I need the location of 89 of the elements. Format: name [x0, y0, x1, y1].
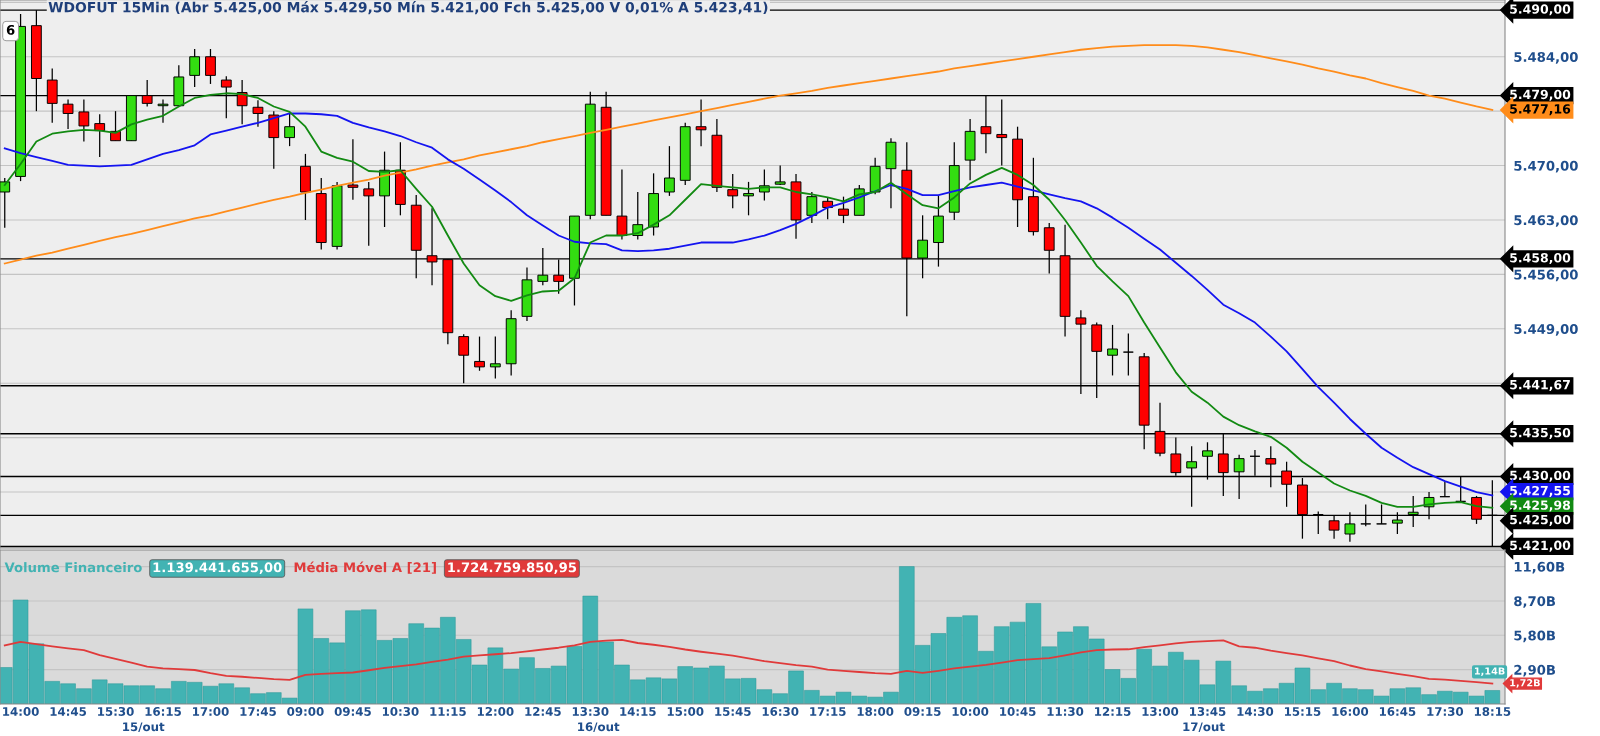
candlestick [284, 112, 295, 147]
line-series [3, 44, 1494, 265]
y-tick-label: 5.463,00 [1514, 215, 1578, 227]
x-tick-label: 15:30 [98, 706, 134, 716]
candlestick [838, 196, 849, 224]
x-tick-label: 14:45 [50, 707, 87, 716]
x-tick-label: 16:15 [145, 707, 181, 716]
x-tick-label: 12:45 [525, 706, 561, 716]
candlestick [62, 98, 74, 130]
candlestick [1439, 481, 1451, 498]
x-tick-label: 15:00 [667, 706, 704, 716]
candlestick [205, 48, 216, 85]
candlestick [806, 191, 818, 224]
candlestick [996, 98, 1008, 167]
chart-title: WDOFUT 15Min (Abr 5.425,00 Máx 5.429,50 Mín 5.421,00 Fch 5.425,00 V 0,01% A 5.423,41) [48, 1, 768, 15]
candlestick [616, 168, 628, 241]
x-tick-label: 18:00 [857, 706, 894, 716]
candlestick [1122, 332, 1134, 377]
data-label: 1,72B [1510, 679, 1540, 688]
candlestick [78, 98, 90, 143]
y-tick-label: 5.449,00 [1514, 324, 1578, 336]
ref-line-label: 5.435,50 [1510, 427, 1571, 439]
text: 16/out [578, 722, 620, 733]
x-tick-label: 15:45 [715, 707, 751, 716]
candlestick [268, 110, 280, 170]
ref-line-label: 5.425,00 [1510, 514, 1571, 526]
x-tick-label: 16:45 [1379, 707, 1416, 716]
x-tick-label: 10:00 [952, 706, 989, 716]
candlestick [743, 181, 754, 216]
candlestick [363, 181, 375, 247]
candlestick [664, 145, 675, 197]
candlestick [347, 138, 359, 201]
x-tick-label: 12:00 [477, 706, 514, 716]
candlestick [189, 48, 201, 88]
x-tick-label: 14:15 [620, 707, 656, 716]
text: Média Móvel A [21] [294, 561, 436, 574]
candlestick [458, 333, 470, 384]
x-tick-label: 09:45 [334, 706, 371, 716]
x-tick-label: 17:45 [240, 707, 276, 716]
y-tick-label: 2,90B [1514, 664, 1556, 677]
text: 17/out [1183, 722, 1225, 733]
x-tick-label: 17:00 [193, 706, 229, 716]
ref-line-label: 5.458,00 [1510, 253, 1571, 265]
candlestick [1107, 324, 1118, 377]
x-tick-label: 15:15 [1284, 707, 1321, 716]
annotation: 1.139.441.655,00 [153, 562, 282, 574]
x-tick-label: 10:45 [1000, 706, 1036, 716]
x-tick-label: 18:15 [1474, 706, 1511, 716]
x-tick-label: 12:15 [1095, 706, 1131, 716]
y-tick-label: 5.484,00 [1514, 51, 1578, 64]
candlestick [474, 335, 485, 372]
data-label: 5.425,98 [1510, 500, 1571, 512]
x-tick-label: 17:15 [810, 707, 846, 716]
x-tick-label: 16:30 [762, 706, 799, 716]
y-tick-label: 5,80B [1514, 630, 1556, 643]
x-tick-label: 16:00 [1332, 706, 1369, 716]
x-tick-label: 11:30 [1047, 706, 1084, 716]
ref-line-label: 5.479,00 [1510, 89, 1571, 101]
data-label: 5.427,55 [1510, 485, 1570, 497]
x-tick-label: 09:00 [287, 706, 324, 716]
x-tick-label: 13:30 [572, 706, 609, 716]
candlestick [695, 98, 707, 147]
y-tick-label: 11,60B [1514, 561, 1565, 574]
candlestick [252, 99, 264, 128]
ref-line-label: 5.441,67 [1510, 379, 1570, 391]
x-tick-label: 13:00 [1142, 706, 1179, 716]
annotation: 6 [6, 24, 15, 35]
ref-line-label: 5.421,00 [1510, 540, 1571, 552]
text: Volume Financeiro [4, 562, 142, 573]
data-label: 1,14B [1474, 667, 1505, 676]
ref-line-label: 5.430,00 [1510, 470, 1571, 482]
x-tick-label: 13:45 [1190, 706, 1226, 716]
candlestick [727, 173, 739, 209]
x-tick-label: 10:30 [382, 706, 419, 716]
x-tick-label: 14:30 [1237, 706, 1274, 716]
data-label: 5.477,16 [1510, 104, 1571, 116]
candlestick [157, 98, 169, 124]
x-tick-label: 17:30 [1427, 706, 1464, 716]
candlestick [489, 335, 501, 380]
text: 15/out [123, 722, 165, 733]
x-tick-label: 14:00 [3, 706, 39, 716]
candlestick [0, 177, 11, 229]
y-tick-label: 5.470,00 [1514, 160, 1578, 173]
ref-line-label: 5.490,00 [1510, 4, 1571, 16]
x-tick-label: 09:15 [904, 706, 941, 716]
y-tick-label: 8,70B [1514, 596, 1556, 608]
x-tick-label: 11:15 [430, 707, 466, 716]
y-tick-label: 5.456,00 [1514, 269, 1578, 282]
annotation: 1.724.759.850,95 [448, 562, 577, 574]
